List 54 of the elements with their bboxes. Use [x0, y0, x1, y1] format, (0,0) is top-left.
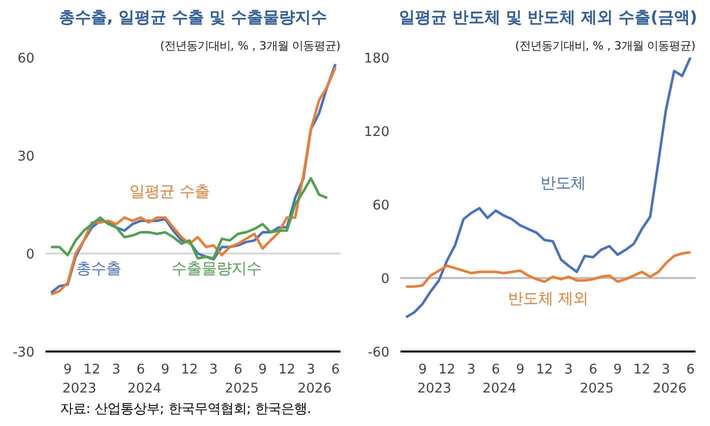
- series-label: 수출물량지수: [172, 259, 262, 278]
- y-tick-label: 60: [18, 52, 35, 66]
- x2-tick-label: 2025: [580, 382, 614, 396]
- x-tick-label: 9: [613, 362, 622, 378]
- y-tick-label: 120: [364, 125, 390, 140]
- y-tick-label: 30: [18, 150, 35, 164]
- x-tick-label: 6: [588, 362, 598, 378]
- line-series: [404, 58, 692, 318]
- x-tick-label: 6: [234, 362, 242, 378]
- chart-subtitle: (전년동기대비, % , 3개월 이동평균): [160, 38, 341, 52]
- x-tick-label: 3: [306, 362, 316, 378]
- x-tick-label: 6: [136, 362, 145, 378]
- x-tick-label: 3: [466, 362, 476, 378]
- x-tick-label: 3: [209, 362, 218, 378]
- chart-title: 일평균 반도체 및 반도체 제외 수출(금액): [398, 8, 698, 26]
- x-tick-label: 9: [63, 362, 72, 378]
- chart-title: 총수출, 일평균 수출 및 수출물량지수: [58, 8, 328, 26]
- x-tick-label: 12: [278, 362, 296, 378]
- y-tick-label: 180: [364, 52, 390, 66]
- x-tick-label: 12: [438, 362, 456, 378]
- x-tick-label: 9: [161, 362, 170, 378]
- x2-tick-label: 2026: [652, 382, 687, 396]
- y-tick-label: 60: [372, 198, 390, 214]
- x-tick-label: 3: [662, 362, 670, 378]
- x2-tick-label: 2026: [298, 382, 332, 396]
- x-tick-label: 6: [686, 362, 695, 378]
- x2-tick-label: 2025: [224, 382, 259, 396]
- x-tick-label: 12: [181, 362, 198, 378]
- y-tick-label: 0: [381, 272, 390, 287]
- y-tick-label: -60: [368, 346, 390, 360]
- y-tick-label: 0: [26, 248, 35, 262]
- text: 반도체: [540, 174, 586, 192]
- x2-tick-label: 2024: [482, 382, 516, 396]
- x-tick-label: 3: [564, 362, 573, 378]
- line-series: [404, 251, 692, 288]
- x-tick-label: 3: [112, 362, 120, 378]
- x-tick-label: 12: [633, 362, 650, 378]
- x2-tick-label: 2023: [417, 382, 452, 396]
- chart-subtitle: (전년동기대비, % , 3개월 이동평균): [515, 38, 696, 52]
- series-label: 반도체 제외: [508, 290, 588, 308]
- x-tick-label: 6: [331, 362, 340, 378]
- x-tick-label: 12: [83, 362, 100, 378]
- x-tick-label: 9: [258, 362, 267, 378]
- line-series: [50, 177, 328, 260]
- x-tick-label: 9: [418, 362, 427, 378]
- x-tick-label: 12: [536, 362, 554, 378]
- y-tick-label: -30: [12, 346, 35, 360]
- x2-tick-label: 2023: [62, 382, 96, 396]
- x-tick-label: 9: [516, 362, 525, 378]
- text: 자료: 산업통상부; 한국무역협회; 한국은행.: [60, 401, 312, 419]
- series-label: 일평균 수출: [129, 182, 210, 200]
- x-tick-label: 6: [491, 362, 500, 378]
- x2-tick-label: 2024: [127, 382, 162, 396]
- series-label: 총수출: [76, 259, 122, 278]
